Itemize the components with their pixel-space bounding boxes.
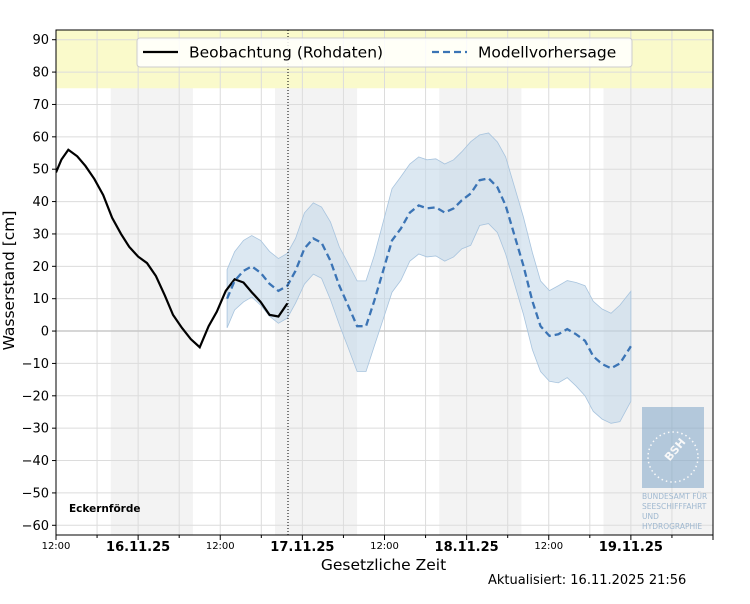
x-tick-label: 19.11.25 xyxy=(599,540,663,555)
y-tick-label: 40 xyxy=(32,195,49,210)
y-tick-label: 10 xyxy=(32,292,49,307)
bsh-logo: BSH xyxy=(642,407,704,488)
x-tick-label: 12:00 xyxy=(42,541,71,552)
legend-box xyxy=(136,37,633,68)
forecast-line xyxy=(226,177,632,370)
x-tick-label: 18.11.25 xyxy=(435,540,499,555)
logo-caption: UND xyxy=(642,512,659,521)
y-axis-label: Wasserstand [cm] xyxy=(0,211,18,351)
y-tick-label: −40 xyxy=(22,454,49,469)
station-label: Eckernförde xyxy=(69,503,140,515)
updated-timestamp: Aktualisiert: 16.11.2025 21:56 xyxy=(488,573,687,588)
y-tick-label: −60 xyxy=(22,519,49,534)
x-tick-label: 17.11.25 xyxy=(270,540,334,555)
y-tick-label: 80 xyxy=(32,66,49,81)
x-tick-label: 12:00 xyxy=(206,541,235,552)
y-tick-label: 60 xyxy=(32,130,49,145)
forecast-uncertainty-band xyxy=(226,132,632,424)
x-tick-label: 12:00 xyxy=(370,541,399,552)
night-shading xyxy=(110,30,193,535)
y-tick-label: −20 xyxy=(22,389,49,404)
legend-forecast-label: Modellvorhersage xyxy=(478,44,616,62)
logo-caption: BUNDESAMT FÜR xyxy=(642,492,707,501)
logo-caption: SEESCHIFFFAHRT xyxy=(642,502,707,511)
x-tick-label: 16.11.25 xyxy=(106,540,170,555)
logo-ring xyxy=(647,431,699,483)
y-tick-label: 70 xyxy=(32,98,49,113)
plot-area: BSH BUNDESAMT FÜRSEESCHIFFFAHRTUNDHYDROGR… xyxy=(56,30,713,535)
y-tick-label: −30 xyxy=(22,422,49,437)
x-tick-label: 12:00 xyxy=(534,541,563,552)
y-tick-label: 20 xyxy=(32,260,49,275)
y-tick-label: −10 xyxy=(22,357,49,372)
y-tick-label: 90 xyxy=(32,33,49,48)
x-axis-label: Gesetzliche Zeit xyxy=(321,556,446,574)
y-tick-label: −50 xyxy=(22,486,49,501)
logo-caption: HYDROGRAPHIE xyxy=(642,522,702,531)
y-tick-label: 30 xyxy=(32,227,49,242)
y-tick-label: 0 xyxy=(41,325,49,340)
y-tick-label: 50 xyxy=(32,163,49,178)
legend-observation-label: Beobachtung (Rohdaten) xyxy=(189,44,383,62)
observation-line xyxy=(56,148,289,350)
logo-box xyxy=(642,407,704,488)
night-shading xyxy=(439,30,522,535)
legend: Beobachtung (Rohdaten) Modellvorhersage xyxy=(136,37,633,68)
